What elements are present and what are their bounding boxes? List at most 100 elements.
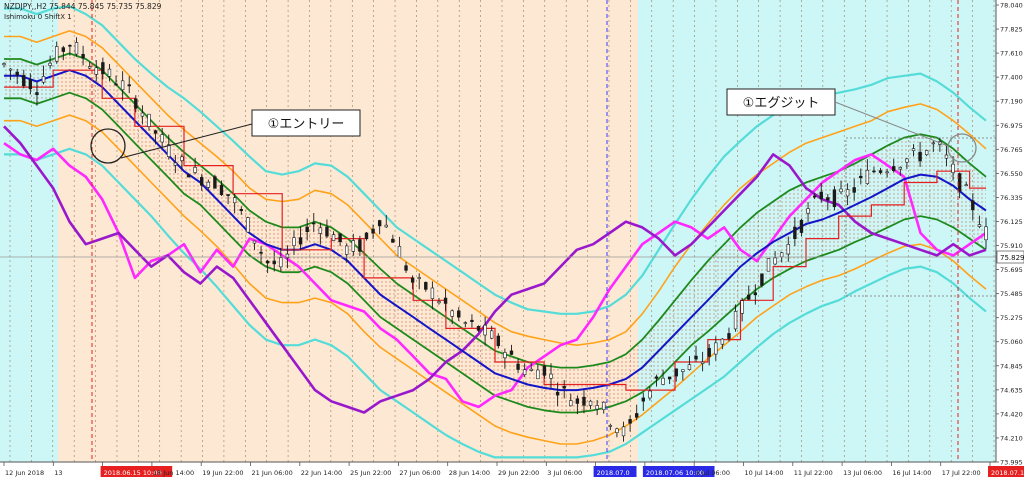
- candle-body: [931, 142, 935, 145]
- x-tick-label: 2018.07.19 20:00: [991, 469, 1024, 477]
- entry-annotation: ①エントリー: [90, 109, 361, 164]
- candle-body: [714, 342, 718, 355]
- y-tick-label: 75.695: [1000, 266, 1023, 274]
- candle-body: [68, 44, 72, 47]
- candle-body: [305, 226, 309, 233]
- y-tick-label: 77.190: [1000, 98, 1023, 106]
- candle-body: [536, 369, 540, 380]
- candle-body: [595, 405, 599, 410]
- candle-body: [120, 80, 125, 91]
- candle-body: [279, 257, 283, 268]
- candle-body: [898, 167, 903, 170]
- x-tick-label: 3 Jul 06:00: [547, 469, 582, 477]
- candle-body: [312, 222, 316, 225]
- candle-body: [766, 258, 771, 272]
- candle-body: [114, 83, 118, 86]
- candle-body: [700, 361, 705, 364]
- candle-body: [28, 79, 33, 90]
- candle-body: [430, 287, 435, 299]
- candle-body: [687, 364, 692, 370]
- x-tick-highlight: [988, 466, 1024, 477]
- candle-body: [549, 373, 553, 379]
- candle-body: [957, 173, 962, 192]
- series-purple: [3, 125, 987, 414]
- candle-body: [522, 369, 527, 376]
- candle-body: [2, 63, 6, 66]
- x-tick-highlight: [593, 466, 637, 477]
- y-tick-label: 75.485: [1000, 290, 1023, 298]
- y-tick-label: 75.060: [1000, 338, 1023, 346]
- candle-body: [285, 253, 290, 259]
- candle-body: [186, 174, 191, 178]
- candle-body: [806, 208, 810, 214]
- exit-label: ①エグジット: [743, 96, 820, 111]
- x-tick-label: 27 Jun 06:00: [399, 469, 440, 477]
- candle-body: [641, 397, 645, 402]
- candle-body: [167, 144, 171, 157]
- candle-body: [219, 184, 224, 196]
- entry-label-box: [251, 109, 361, 137]
- candle-body: [905, 158, 909, 163]
- candle-body: [153, 130, 158, 134]
- candle-body: [147, 113, 151, 127]
- candle-body: [180, 156, 184, 161]
- x-tick-label: 13: [54, 469, 62, 477]
- candle-body: [839, 188, 843, 193]
- candle-body: [812, 195, 817, 198]
- x-tick-label: 12 Jun 2018: [5, 469, 44, 477]
- candle-body: [496, 335, 500, 347]
- candle-body: [529, 368, 533, 371]
- candle-body: [476, 326, 481, 331]
- candle-body: [753, 292, 758, 296]
- candle-body: [819, 191, 823, 200]
- candle-body: [358, 239, 362, 252]
- candle-body: [55, 46, 59, 62]
- series-boll-mid-lower: [4, 114, 987, 445]
- candle-body: [298, 237, 303, 245]
- y-tick-label: 76.335: [1000, 194, 1023, 202]
- candle-body: [865, 169, 870, 184]
- candle-body: [364, 232, 369, 240]
- exit-annotation: ①エグジット: [726, 88, 997, 297]
- candle-body: [74, 42, 79, 55]
- x-tick-label: 22 Jun 14:00: [301, 469, 342, 477]
- indicator-line: Ishimoku 0 ShiftX 1: [4, 13, 72, 21]
- candle-body: [259, 251, 263, 254]
- candle-body: [562, 386, 566, 389]
- x-tick-label: 28 Jun 14:00: [449, 469, 490, 477]
- candle-body: [226, 194, 230, 196]
- entry-circle: [90, 128, 126, 164]
- candle-body: [615, 428, 619, 433]
- x-tick-highlight: [100, 466, 173, 477]
- candle-body: [845, 189, 850, 197]
- time-axis-bg: [0, 462, 996, 484]
- candle-body: [101, 62, 105, 75]
- candle-body: [621, 426, 626, 437]
- candle-body: [872, 170, 876, 173]
- candle-body: [232, 197, 237, 204]
- x-tick-label: 2018.07.06 10:00: [646, 469, 704, 477]
- candle-body: [654, 376, 659, 379]
- current-price-tag: 75.829: [996, 250, 1024, 264]
- candle-body: [720, 338, 725, 345]
- candle-body: [503, 352, 507, 359]
- candle-body: [173, 162, 178, 166]
- y-tick-label: 74.210: [1000, 434, 1023, 442]
- current-price-label: 75.829: [1000, 254, 1024, 262]
- candle-body: [450, 310, 454, 317]
- candle-body: [681, 369, 685, 372]
- candle-body: [272, 260, 276, 265]
- candle-body: [35, 92, 39, 96]
- candle-body: [733, 311, 738, 330]
- x-tick-label: 2018.06.15 10:00: [104, 469, 162, 477]
- candle-body: [463, 322, 468, 324]
- x-tick-label: 9 Jul 06:00: [695, 469, 730, 477]
- candle-body: [826, 197, 830, 201]
- candle-body: [852, 187, 856, 193]
- candle-body: [740, 300, 744, 314]
- candle-body: [351, 240, 356, 252]
- x-tick-label: 19 Jun 22:00: [202, 469, 243, 477]
- symbol-line: NZDJPY,,H2 75.844 75.845 75.735 75.829: [4, 2, 162, 11]
